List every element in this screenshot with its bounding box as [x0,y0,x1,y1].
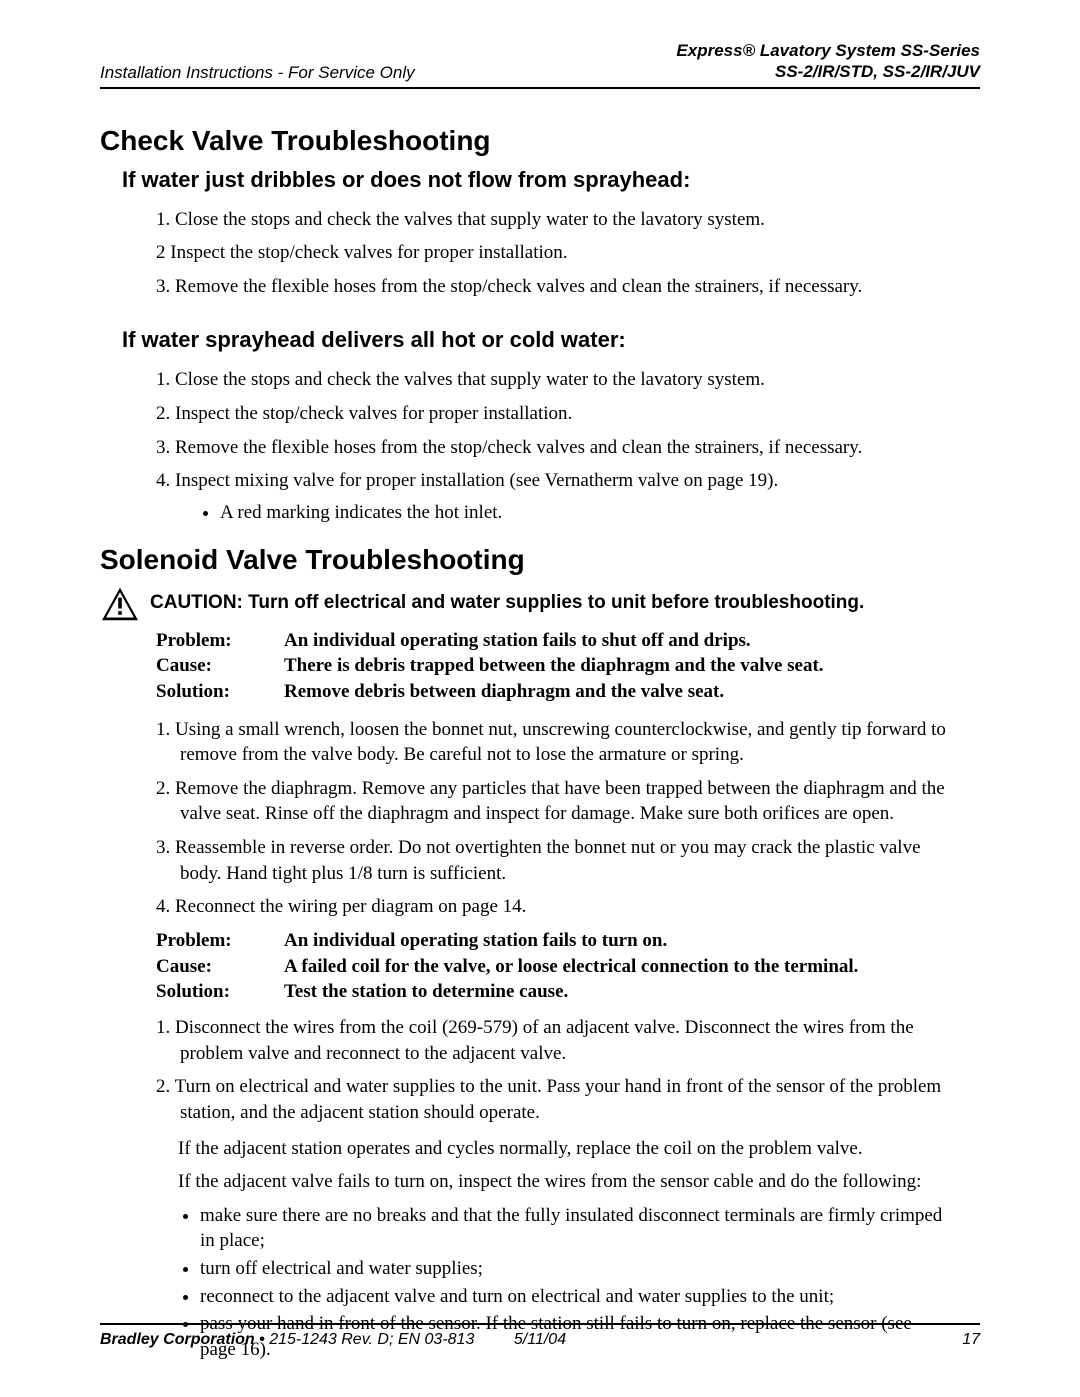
pcs-block-1: Problem:An individual operating station … [156,628,980,705]
solenoid-step2: 1. Disconnect the wires from the coil (2… [156,1015,960,1066]
hotcold-steps: 1. Close the stops and check the valves … [156,367,960,525]
hotcold-step: 3. Remove the flexible hoses from the st… [156,435,960,461]
pcs2-problem-label: Problem: [156,928,284,954]
hotcold-bullet: A red marking indicates the hot inlet. [220,500,960,526]
footer-date: 5/11/04 [100,1331,980,1349]
hotcold-heading: If water sprayhead delivers all hot or c… [122,327,980,353]
solenoid-step1: 1. Using a small wrench, loosen the bonn… [156,717,960,768]
pcs1-problem-label: Problem: [156,628,284,654]
pcs1-solution: Remove debris between diaphragm and the … [284,679,724,705]
header-product-line: Express® Lavatory System SS-Series [676,40,980,61]
solenoid-para-1: If the adjacent station operates and cyc… [178,1136,960,1162]
solenoid-title: Solenoid Valve Troubleshooting [100,544,980,576]
pcs2-cause: A failed coil for the valve, or loose el… [284,954,858,980]
pcs2-solution: Test the station to determine cause. [284,979,568,1005]
solenoid-bullet2: make sure there are no breaks and that t… [200,1203,960,1254]
solenoid-bullet2: reconnect to the adjacent valve and turn… [200,1284,960,1310]
hotcold-step: 2. Inspect the stop/check valves for pro… [156,401,960,427]
solenoid-para-2: If the adjacent valve fails to turn on, … [178,1169,960,1195]
pcs2-cause-label: Cause: [156,954,284,980]
dribble-step: 3. Remove the flexible hoses from the st… [156,274,960,300]
header-model-line: SS-2/IR/STD, SS-2/IR/JUV [676,61,980,82]
header-left-text: Installation Instructions - For Service … [100,63,415,83]
header-right-block: Express® Lavatory System SS-Series SS-2/… [676,40,980,83]
solenoid-bullet2: turn off electrical and water supplies; [200,1256,960,1282]
pcs-block-2: Problem:An individual operating station … [156,928,980,1005]
solenoid-step1: 3. Reassemble in reverse order. Do not o… [156,835,960,886]
caution-row: CAUTION: Turn off electrical and water s… [100,586,980,622]
pcs1-solution-label: Solution: [156,679,284,705]
pcs1-cause: There is debris trapped between the diap… [284,653,824,679]
caution-text: CAUTION: Turn off electrical and water s… [150,586,864,614]
solenoid-step2: 2. Turn on electrical and water supplies… [156,1074,960,1125]
pcs1-cause-label: Cause: [156,653,284,679]
dribble-steps: 1. Close the stops and check the valves … [156,207,960,300]
solenoid-step1: 2. Remove the diaphragm. Remove any part… [156,776,960,827]
solenoid-steps-1: 1. Using a small wrench, loosen the bonn… [156,717,960,920]
pcs2-solution-label: Solution: [156,979,284,1005]
check-valve-title: Check Valve Troubleshooting [100,125,980,157]
solenoid-steps-2: 1. Disconnect the wires from the coil (2… [156,1015,960,1126]
dribble-step: 1. Close the stops and check the valves … [156,207,960,233]
solenoid-step1: 4. Reconnect the wiring per diagram on p… [156,894,960,920]
hotcold-step: 4. Inspect mixing valve for proper insta… [156,468,960,525]
page-footer: Bradley Corporation • 215-1243 Rev. D; E… [100,1323,980,1349]
page-header: Installation Instructions - For Service … [100,40,980,89]
hotcold-sub-bullets: A red marking indicates the hot inlet. [220,500,960,526]
pcs2-problem: An individual operating station fails to… [284,928,667,954]
pcs1-problem: An individual operating station fails to… [284,628,751,654]
hotcold-step: 1. Close the stops and check the valves … [156,367,960,393]
dribble-heading: If water just dribbles or does not flow … [122,167,980,193]
warning-triangle-icon [100,586,140,622]
hotcold-step-text: 4. Inspect mixing valve for proper insta… [156,470,778,491]
dribble-step: 2 Inspect the stop/check valves for prop… [156,240,960,266]
